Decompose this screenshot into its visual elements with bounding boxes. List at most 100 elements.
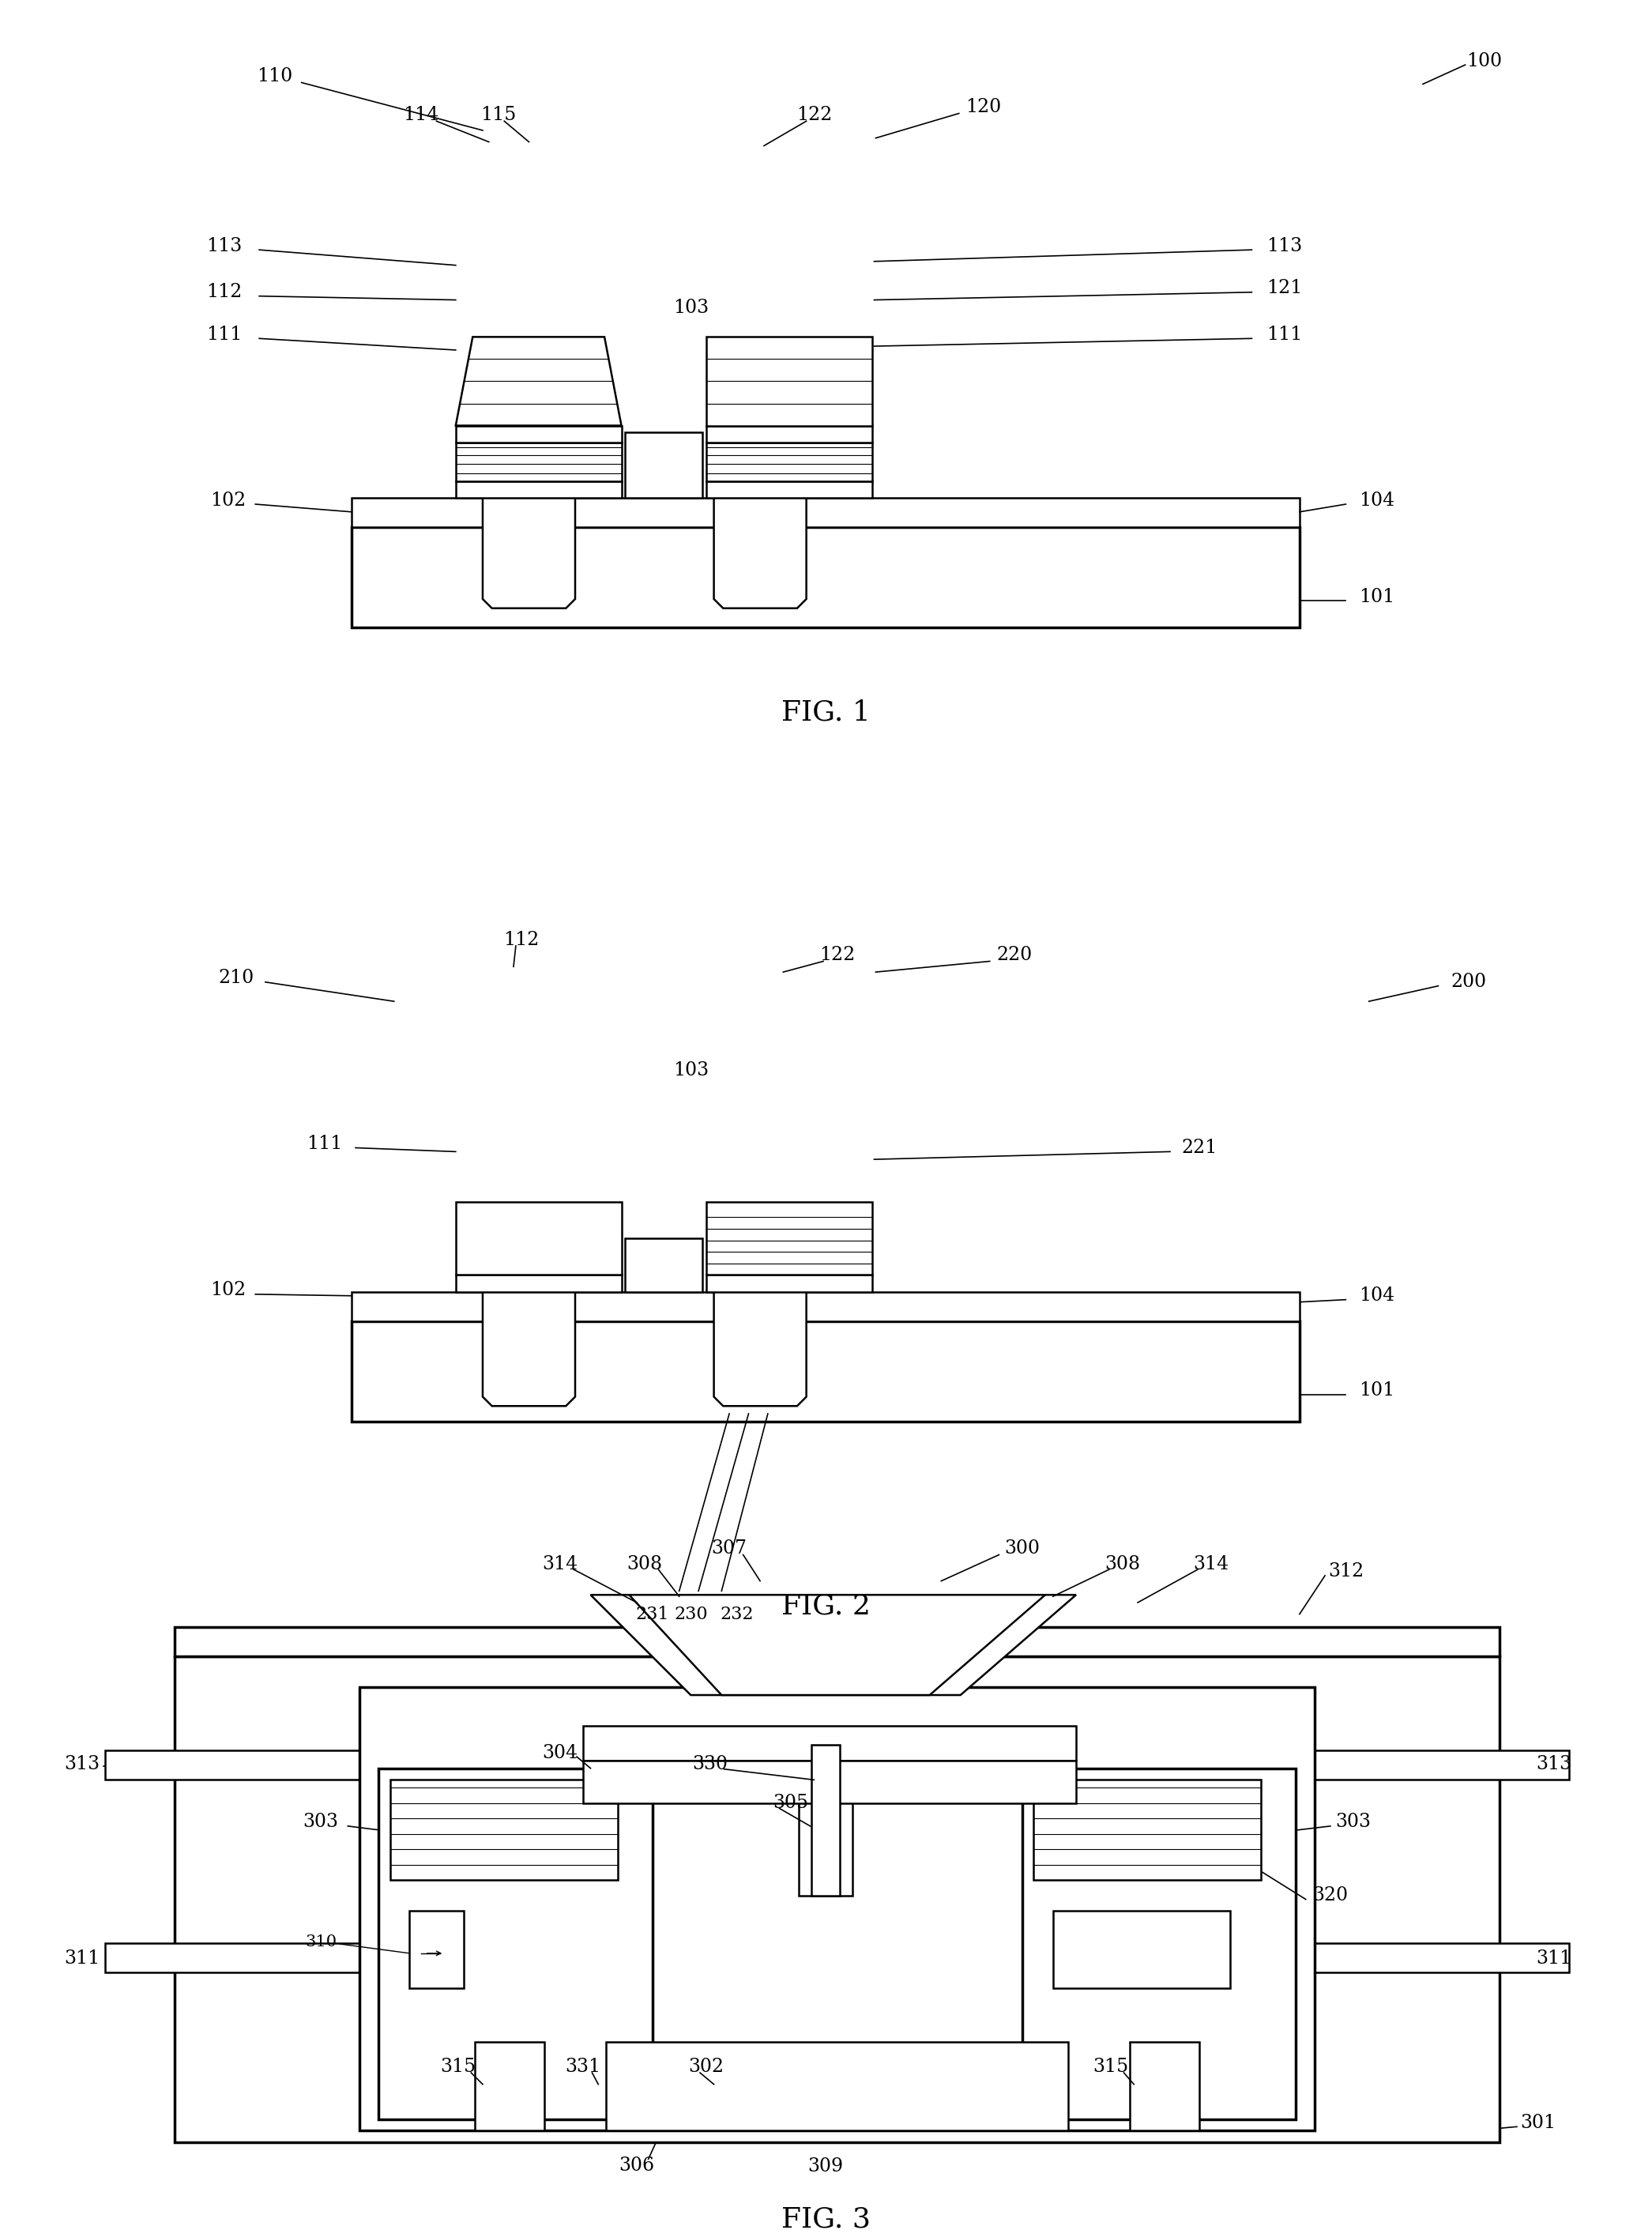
Text: 315: 315	[1094, 2058, 1128, 2076]
Bar	[705, 1276, 872, 1291]
Bar	[811, 1746, 839, 1895]
Text: 311: 311	[64, 1949, 99, 1967]
Text: 221: 221	[1181, 1140, 1218, 1157]
Bar	[352, 497, 1300, 526]
Text: 103: 103	[672, 1061, 709, 1079]
Text: 220: 220	[996, 946, 1032, 963]
Text: 309: 309	[808, 2159, 844, 2176]
Polygon shape	[590, 1594, 1075, 1695]
Text: 304: 304	[542, 1744, 578, 1762]
Bar	[378, 1768, 653, 2118]
Text: 303: 303	[302, 1813, 339, 1831]
Text: FIG. 1: FIG. 1	[781, 698, 871, 725]
Bar	[456, 1202, 621, 1276]
Bar	[705, 482, 872, 497]
Text: 100: 100	[1467, 51, 1502, 69]
Text: 101: 101	[1358, 1383, 1394, 1400]
Bar	[705, 426, 872, 442]
Text: 111: 111	[1265, 326, 1302, 343]
Bar	[705, 442, 872, 482]
Text: 230: 230	[674, 1606, 707, 1623]
Bar	[1034, 1780, 1260, 1880]
Bar	[352, 1320, 1300, 1421]
PathPatch shape	[714, 497, 806, 609]
Text: 303: 303	[1336, 1813, 1371, 1831]
Text: 102: 102	[210, 1282, 246, 1300]
PathPatch shape	[482, 497, 575, 609]
Bar	[456, 442, 621, 482]
Text: 121: 121	[1265, 279, 1302, 297]
Text: 113: 113	[206, 236, 243, 254]
Text: 111: 111	[206, 326, 243, 343]
Text: 120: 120	[966, 98, 1001, 116]
Bar	[583, 1759, 1075, 1804]
Bar	[1052, 1911, 1231, 1987]
Text: 113: 113	[1267, 236, 1302, 254]
Bar	[583, 1726, 1075, 1759]
Bar	[798, 1746, 852, 1895]
Text: 302: 302	[689, 2058, 724, 2076]
Text: 112: 112	[206, 283, 243, 301]
Text: 306: 306	[620, 2156, 654, 2174]
Text: 104: 104	[1358, 1287, 1394, 1305]
Bar	[360, 1688, 1315, 2130]
Bar	[705, 337, 872, 426]
Text: 311: 311	[1536, 1949, 1571, 1967]
Text: 200: 200	[1450, 972, 1487, 990]
Bar	[352, 1291, 1300, 1320]
Text: 122: 122	[819, 946, 856, 963]
Text: 320: 320	[1313, 1887, 1348, 1904]
Text: 315: 315	[439, 2058, 476, 2076]
Text: 104: 104	[1358, 491, 1394, 508]
Bar	[175, 1628, 1500, 1657]
Text: 103: 103	[672, 299, 709, 317]
Text: 313: 313	[1536, 1755, 1571, 1773]
Bar	[476, 2043, 545, 2130]
Text: 305: 305	[773, 1793, 809, 1813]
Text: 313: 313	[64, 1755, 99, 1773]
Text: 102: 102	[210, 491, 246, 508]
Polygon shape	[629, 1594, 1046, 1695]
Text: 312: 312	[1328, 1563, 1363, 1581]
Text: 114: 114	[403, 105, 439, 125]
Bar	[606, 2043, 1069, 2130]
Text: 314: 314	[1193, 1554, 1229, 1572]
Text: 308: 308	[626, 1554, 662, 1572]
Bar	[1023, 1768, 1295, 2118]
Text: 210: 210	[218, 970, 254, 988]
Text: 330: 330	[692, 1755, 729, 1773]
Bar	[390, 1780, 618, 1880]
Bar	[456, 1276, 621, 1291]
Text: 308: 308	[1105, 1554, 1140, 1572]
Text: 111: 111	[307, 1135, 342, 1153]
Text: 310: 310	[306, 1933, 337, 1949]
Text: FIG. 2: FIG. 2	[781, 1592, 871, 1619]
Text: 115: 115	[481, 105, 515, 125]
Bar	[456, 426, 621, 442]
Bar	[410, 1911, 464, 1987]
PathPatch shape	[482, 1291, 575, 1405]
Text: 307: 307	[712, 1539, 747, 1559]
Bar	[352, 526, 1300, 627]
Text: 314: 314	[542, 1554, 578, 1572]
Bar	[456, 482, 621, 497]
Text: 301: 301	[1520, 2114, 1556, 2132]
Bar	[175, 1657, 1500, 2143]
Text: 331: 331	[565, 2058, 601, 2076]
Text: 112: 112	[504, 930, 539, 948]
Bar	[106, 1942, 1569, 1974]
Polygon shape	[456, 337, 621, 426]
Text: FIG. 3: FIG. 3	[781, 2205, 871, 2230]
Bar	[624, 433, 702, 497]
Bar	[705, 1202, 872, 1276]
Text: 122: 122	[796, 105, 833, 125]
Text: 110: 110	[256, 67, 292, 85]
Text: 232: 232	[720, 1606, 753, 1623]
Text: 300: 300	[1004, 1539, 1039, 1559]
Bar	[106, 1751, 1569, 1780]
Bar	[1130, 2043, 1199, 2130]
Bar	[624, 1238, 702, 1291]
PathPatch shape	[714, 1291, 806, 1405]
Text: 231: 231	[636, 1606, 669, 1623]
Text: 101: 101	[1358, 586, 1394, 607]
